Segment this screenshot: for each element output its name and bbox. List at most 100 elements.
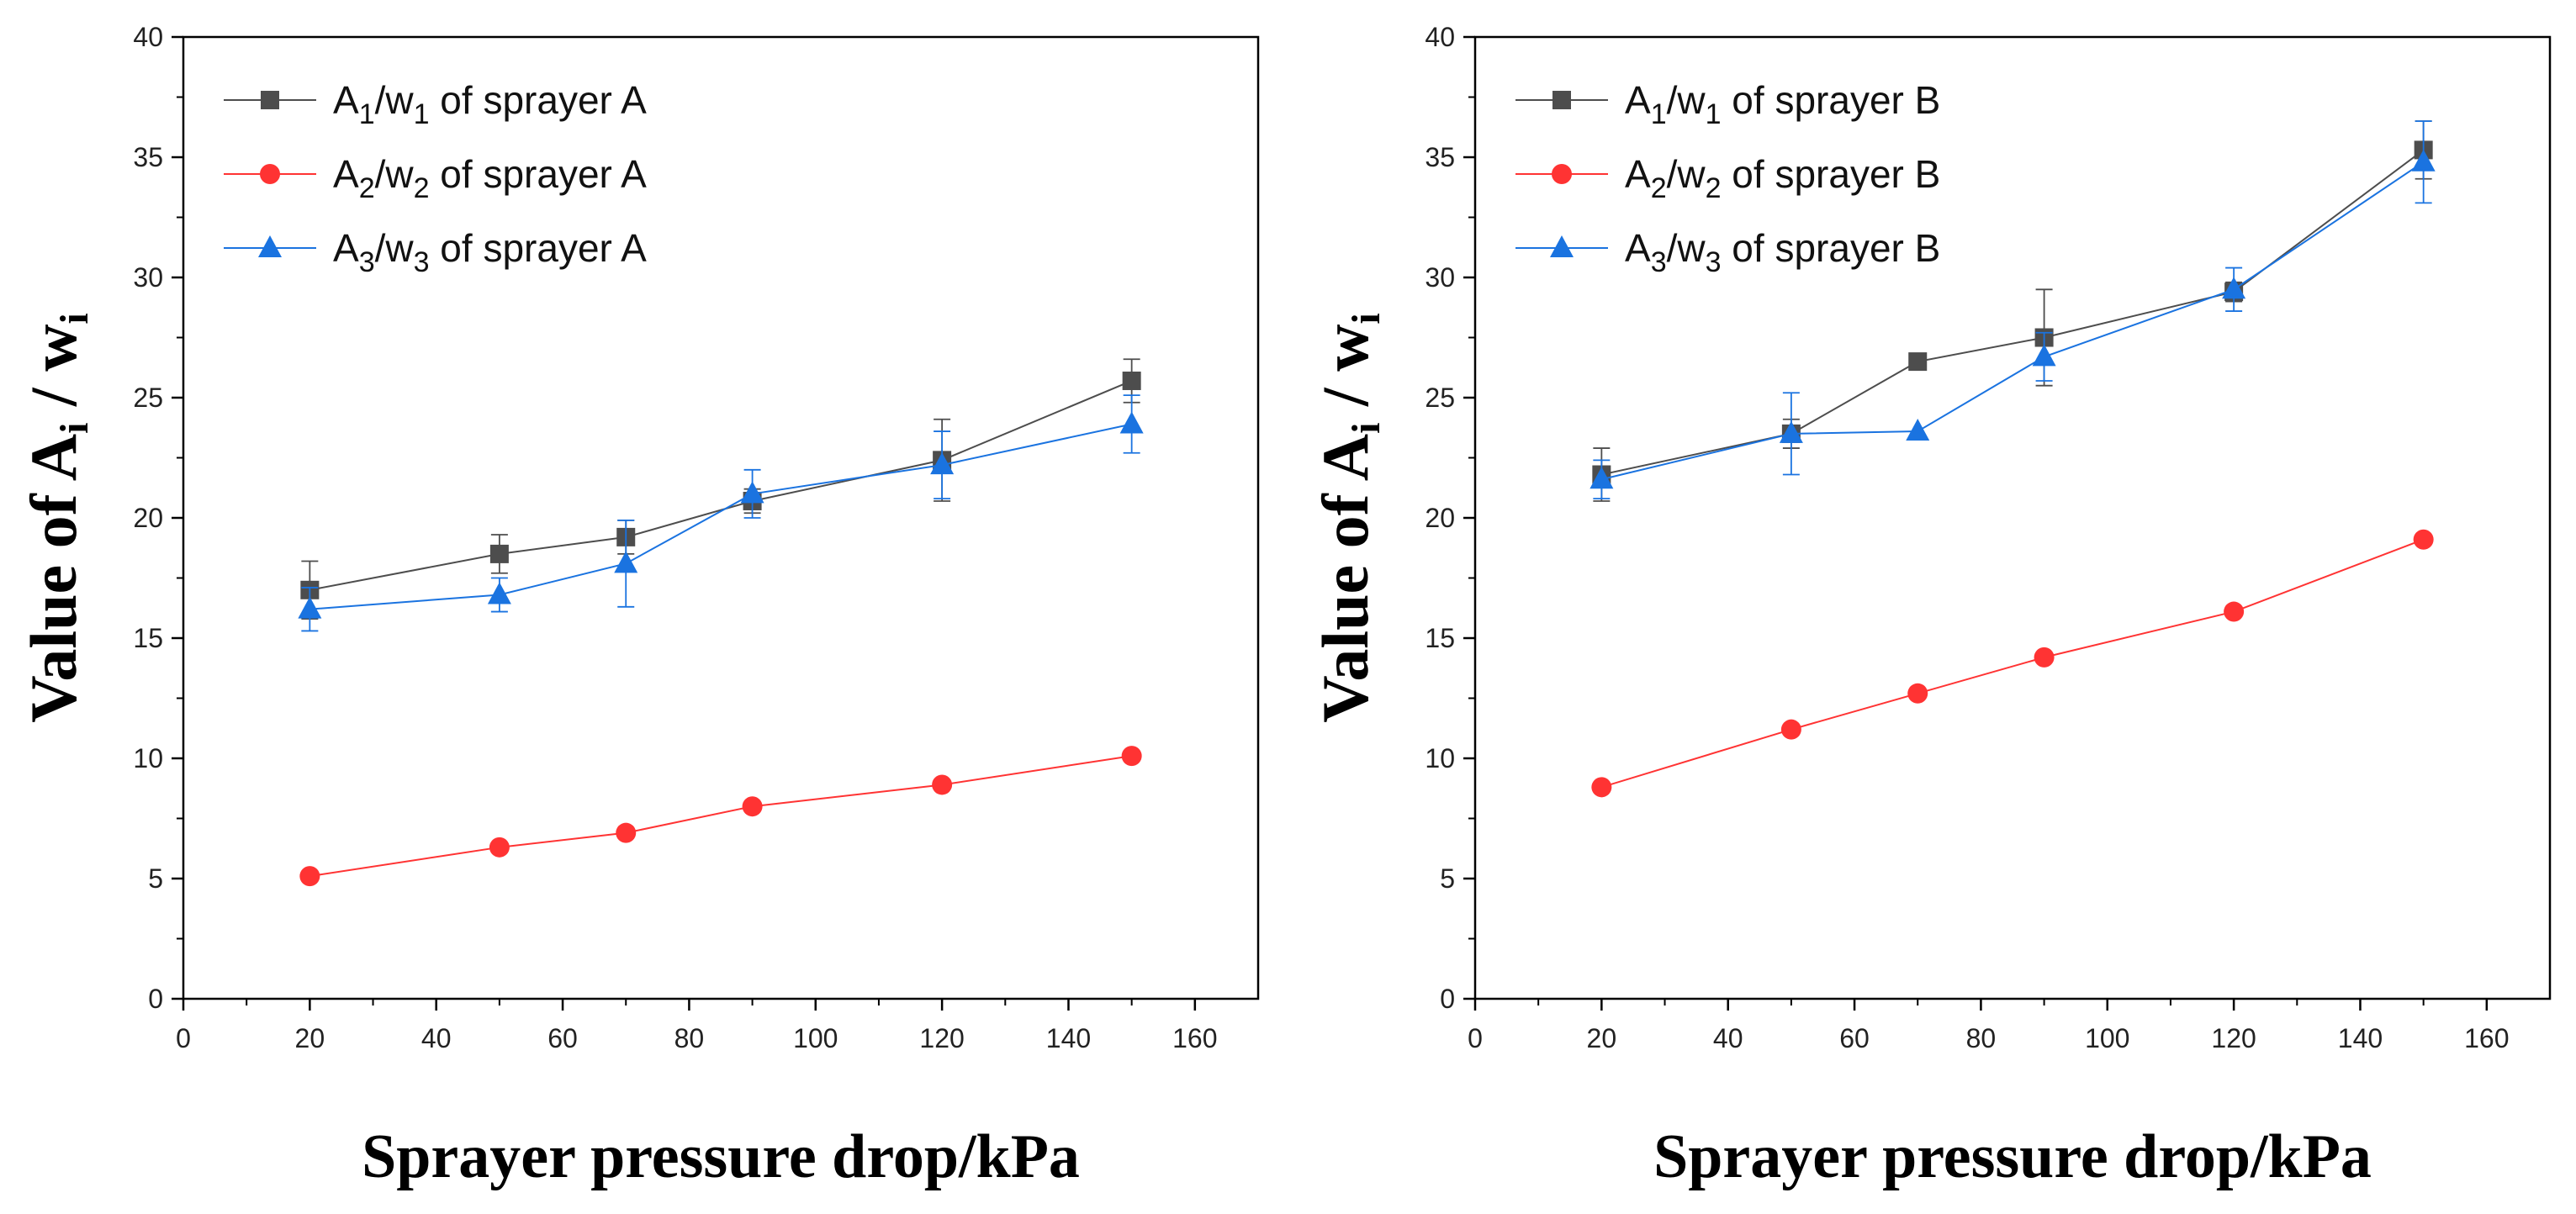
x-tick-label: 140 bbox=[2338, 1023, 2383, 1053]
legend-label-s2: 3 bbox=[414, 246, 430, 278]
legend-label-s1: 2 bbox=[359, 172, 375, 204]
data-point bbox=[1908, 352, 1928, 372]
y-axis-title-sub1: i bbox=[52, 423, 97, 434]
legend-label-a: A bbox=[1625, 78, 1651, 122]
legend-label: A2/w2 of sprayer A bbox=[333, 152, 647, 204]
y-tick-label: 0 bbox=[148, 984, 163, 1014]
x-tick-label: 160 bbox=[2464, 1023, 2509, 1053]
data-point bbox=[1119, 411, 1144, 434]
legend-label-b: /w bbox=[375, 226, 415, 270]
data-point bbox=[740, 481, 764, 504]
legend: A1/w1 of sprayer BA2/w2 of sprayer BA3/w… bbox=[1515, 78, 1940, 278]
legend-label-c: of sprayer B bbox=[1722, 78, 1941, 122]
legend-label-b: /w bbox=[1667, 78, 1706, 122]
legend-label-a: A bbox=[333, 152, 359, 196]
legend-label: A3/w3 of sprayer B bbox=[1625, 226, 1940, 278]
legend-label-s2: 3 bbox=[1706, 246, 1722, 278]
series-2 bbox=[299, 746, 1142, 887]
y-tick-label: 35 bbox=[1425, 142, 1455, 172]
x-tick-label: 100 bbox=[2085, 1023, 2129, 1053]
data-point bbox=[614, 551, 638, 573]
data-point bbox=[616, 822, 637, 843]
data-point bbox=[1907, 683, 1928, 704]
data-point bbox=[487, 582, 511, 604]
data-point bbox=[299, 866, 320, 887]
data-point bbox=[489, 837, 510, 858]
legend-label: A2/w2 of sprayer B bbox=[1625, 152, 1940, 204]
legend-label-a: A bbox=[1625, 152, 1651, 196]
y-tick-label: 35 bbox=[133, 142, 163, 172]
legend-label-c: of sprayer A bbox=[430, 78, 648, 122]
y-tick-label: 40 bbox=[133, 22, 163, 52]
legend-marker bbox=[1552, 91, 1571, 109]
x-tick-label: 160 bbox=[1172, 1023, 1217, 1053]
legend-label-c: of sprayer A bbox=[430, 226, 648, 270]
data-point bbox=[932, 774, 953, 795]
series-line bbox=[1601, 538, 2425, 789]
y-tick-label: 15 bbox=[133, 623, 163, 653]
series-line bbox=[309, 423, 1132, 610]
y-tick-label: 0 bbox=[1440, 984, 1455, 1014]
data-point bbox=[1121, 746, 1142, 767]
x-tick-label: 120 bbox=[919, 1023, 964, 1053]
y-tick-label: 30 bbox=[133, 262, 163, 293]
series-2 bbox=[1591, 529, 2434, 798]
legend-label-a: A bbox=[333, 78, 359, 122]
legend-label-s1: 1 bbox=[359, 98, 375, 130]
legend-label: A3/w3 of sprayer A bbox=[333, 226, 647, 278]
legend-label-s2: 2 bbox=[414, 172, 430, 204]
y-tick-label: 15 bbox=[1425, 623, 1455, 653]
legend-label-s2: 1 bbox=[414, 98, 430, 130]
data-point bbox=[2224, 601, 2245, 622]
data-point bbox=[930, 452, 955, 475]
legend-label-b: /w bbox=[375, 78, 415, 122]
y-axis-title-mid: / w bbox=[1309, 325, 1382, 423]
data-point bbox=[1779, 420, 1803, 443]
legend-label-s1: 3 bbox=[1651, 246, 1667, 278]
legend-label-c: of sprayer B bbox=[1722, 226, 1941, 270]
data-point bbox=[2413, 529, 2434, 550]
data-point bbox=[1906, 419, 1930, 441]
data-point bbox=[1590, 467, 1614, 489]
legend-label-a: A bbox=[1625, 226, 1651, 270]
data-point bbox=[1780, 719, 1801, 740]
legend: A1/w1 of sprayer AA2/w2 of sprayer AA3/w… bbox=[224, 78, 647, 278]
legend-label: A1/w1 of sprayer B bbox=[1625, 78, 1940, 130]
y-tick-label: 5 bbox=[1440, 863, 1455, 894]
legend-label-c: of sprayer A bbox=[430, 152, 648, 196]
legend-label-b: /w bbox=[1667, 152, 1706, 196]
legend-marker bbox=[1550, 235, 1574, 257]
data-point bbox=[2411, 149, 2436, 172]
series-3 bbox=[298, 394, 1144, 632]
series-line bbox=[1601, 161, 2425, 481]
y-tick-label: 10 bbox=[1425, 743, 1455, 773]
data-point bbox=[2222, 277, 2246, 299]
legend-label-s2: 2 bbox=[1706, 172, 1722, 204]
x-tick-label: 40 bbox=[1713, 1023, 1743, 1053]
legend-label-c: of sprayer B bbox=[1722, 152, 1941, 196]
y-axis-title-sub2: i bbox=[1344, 313, 1389, 324]
x-tick-label: 20 bbox=[1587, 1023, 1617, 1053]
y-axis-title-mid: / w bbox=[17, 325, 90, 423]
data-point bbox=[2032, 344, 2056, 367]
data-point bbox=[742, 796, 763, 817]
y-tick-label: 20 bbox=[1425, 503, 1455, 533]
x-tick-label: 80 bbox=[674, 1023, 705, 1053]
x-tick-label: 80 bbox=[1966, 1023, 1997, 1053]
y-tick-label: 25 bbox=[1425, 383, 1455, 413]
legend-label-b: /w bbox=[1667, 226, 1706, 270]
x-tick-label: 100 bbox=[793, 1023, 838, 1053]
x-tick-label: 120 bbox=[2211, 1023, 2256, 1053]
y-tick-label: 25 bbox=[133, 383, 163, 413]
y-tick-label: 40 bbox=[1425, 22, 1455, 52]
data-point bbox=[1591, 777, 1612, 798]
legend-label-s1: 3 bbox=[359, 246, 375, 278]
y-axis-title-sub2: i bbox=[52, 313, 97, 324]
y-axis-title-sub1: i bbox=[1344, 423, 1389, 434]
legend-label-a: A bbox=[333, 226, 359, 270]
y-axis-title-prefix: Value of A bbox=[1309, 434, 1382, 723]
data-point bbox=[489, 544, 509, 563]
legend-label-s1: 1 bbox=[1651, 98, 1667, 130]
y-tick-label: 10 bbox=[133, 743, 163, 773]
x-tick-label: 60 bbox=[547, 1023, 578, 1053]
